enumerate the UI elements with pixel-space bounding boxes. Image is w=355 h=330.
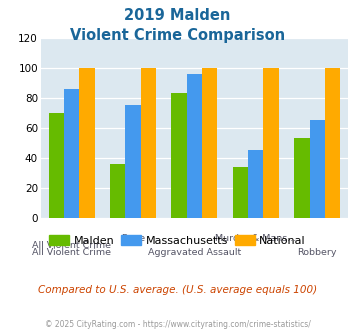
Text: © 2025 CityRating.com - https://www.cityrating.com/crime-statistics/: © 2025 CityRating.com - https://www.city… bbox=[45, 320, 310, 329]
Bar bbox=[263, 68, 279, 218]
Bar bbox=[79, 68, 94, 218]
Bar bbox=[64, 89, 79, 218]
Text: 2019 Malden: 2019 Malden bbox=[124, 8, 231, 23]
Bar bbox=[202, 68, 217, 218]
Legend: Malden, Massachusetts, National: Malden, Massachusetts, National bbox=[45, 231, 310, 250]
Text: Robbery: Robbery bbox=[297, 248, 337, 257]
Bar bbox=[110, 164, 125, 218]
Text: Aggravated Assault: Aggravated Assault bbox=[148, 248, 241, 257]
Bar bbox=[325, 68, 340, 218]
Bar bbox=[141, 68, 156, 218]
Bar bbox=[125, 105, 141, 218]
Bar bbox=[310, 120, 325, 218]
Bar bbox=[187, 74, 202, 218]
Text: Murder & Mans...: Murder & Mans... bbox=[215, 235, 296, 244]
Bar bbox=[171, 93, 187, 218]
Bar bbox=[294, 138, 310, 218]
Text: Violent Crime Comparison: Violent Crime Comparison bbox=[70, 28, 285, 43]
Bar bbox=[49, 113, 64, 218]
Text: All Violent Crime: All Violent Crime bbox=[32, 242, 111, 250]
Bar bbox=[233, 167, 248, 218]
Text: Compared to U.S. average. (U.S. average equals 100): Compared to U.S. average. (U.S. average … bbox=[38, 285, 317, 295]
Bar bbox=[248, 150, 263, 218]
Text: Rape: Rape bbox=[121, 235, 145, 244]
Text: All Violent Crime: All Violent Crime bbox=[32, 248, 111, 257]
